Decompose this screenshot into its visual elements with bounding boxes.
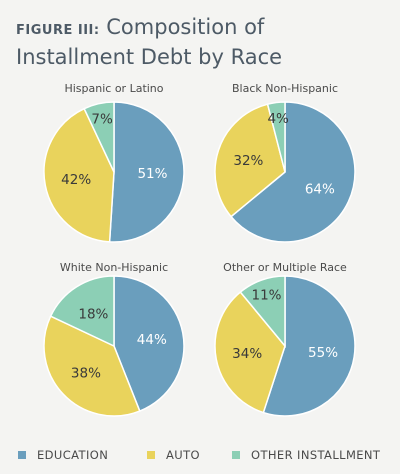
pie-chart-2: Black Non-Hispanic 64% 32% 4%: [214, 82, 356, 243]
pie-title: Other or Multiple Race: [223, 261, 347, 274]
legend-label-education: EDUCATION: [37, 448, 109, 462]
data-label-education: 51%: [137, 166, 167, 182]
pie-title: Hispanic or Latino: [64, 82, 163, 95]
data-label-education: 64%: [305, 181, 335, 197]
legend-item-auto: AUTO: [147, 448, 200, 462]
title-text: Composition of Installment Debt by Race: [16, 15, 283, 69]
data-label-auto: 32%: [233, 153, 263, 169]
pie-slice-education: [108, 101, 185, 243]
legend-label-other: OTHER INSTALLMENT: [251, 448, 381, 462]
data-label-education: 44%: [137, 332, 167, 348]
legend-swatch-education: [18, 451, 26, 459]
pie-slice-education: [113, 275, 185, 413]
data-label-education: 55%: [308, 345, 338, 361]
pie-slice-other: [49, 275, 115, 348]
pie-slice-auto: [214, 103, 286, 218]
pie-slice-education: [230, 101, 356, 243]
legend-item-education: EDUCATION: [18, 448, 108, 462]
data-label-other: 18%: [78, 306, 108, 322]
legend-item-other: OTHER INSTALLMENT: [232, 448, 380, 462]
legend: EDUCATION AUTO OTHER INSTALLMENT: [18, 448, 393, 464]
legend-label-auto: AUTO: [166, 448, 200, 462]
pie-slice-auto: [43, 315, 141, 417]
pie-slice-auto: [43, 107, 115, 243]
pie-slice-other: [266, 101, 286, 173]
pie-slice-other: [83, 101, 115, 173]
pie-chart-1: Hispanic or Latino 51% 42% 7%: [43, 82, 185, 243]
legend-swatch-auto: [147, 451, 155, 459]
data-label-other: 7%: [91, 112, 113, 128]
data-label-auto: 38%: [71, 365, 101, 381]
pie-chart-4: Other or Multiple Race 55% 34% 11%: [214, 261, 356, 417]
pie-slice-auto: [214, 291, 286, 414]
figure-label: FIGURE III:: [16, 23, 100, 38]
pie-slice-other: [239, 275, 286, 349]
data-label-other: 4%: [267, 111, 289, 127]
data-label-auto: 34%: [232, 346, 262, 362]
pie-slice-education: [262, 275, 356, 417]
pie-chart-3: White Non-Hispanic 44% 38% 18%: [43, 261, 185, 417]
legend-swatch-other: [232, 451, 240, 459]
pie-title: White Non-Hispanic: [60, 261, 168, 274]
data-label-other: 11%: [251, 288, 281, 304]
data-label-auto: 42%: [61, 172, 91, 188]
pie-title: Black Non-Hispanic: [232, 82, 338, 95]
chart-title: FIGURE III: Composition of Installment D…: [16, 14, 386, 71]
